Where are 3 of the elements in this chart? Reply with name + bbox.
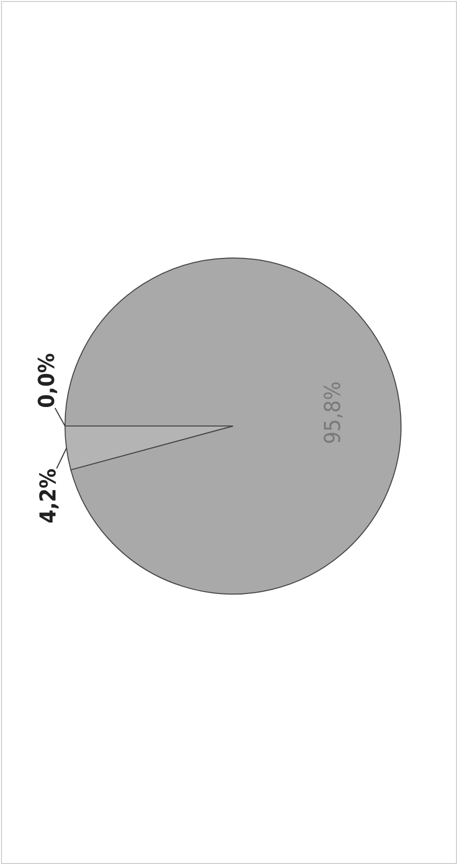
data-label: 4,2% <box>36 468 62 524</box>
pie-slice <box>64 258 402 594</box>
text: 0,0% <box>35 353 60 408</box>
